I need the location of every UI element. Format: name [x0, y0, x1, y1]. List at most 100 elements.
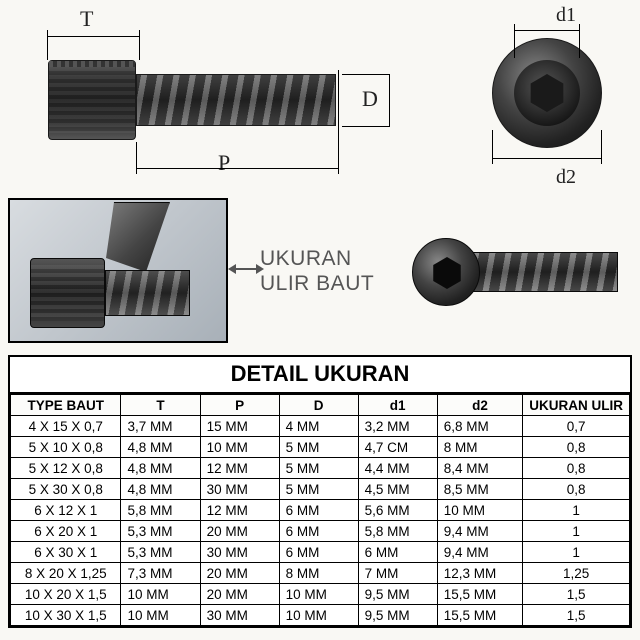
- table-cell: 9,4 MM: [437, 521, 522, 542]
- table-cell: 10 X 20 X 1,5: [11, 584, 121, 605]
- table-cell: 6,8 MM: [437, 416, 522, 437]
- table-row: 10 X 30 X 1,510 MM30 MM10 MM9,5 MM15,5 M…: [11, 605, 630, 626]
- table-cell: 4,8 MM: [121, 437, 200, 458]
- table-cell: 4,8 MM: [121, 479, 200, 500]
- table-cell: 5,8 MM: [358, 521, 437, 542]
- table-cell: 6 X 12 X 1: [11, 500, 121, 521]
- col-p: P: [200, 395, 279, 416]
- double-arrow-icon: [234, 268, 258, 270]
- table-cell: 1,5: [523, 584, 630, 605]
- table-cell: 7 MM: [358, 563, 437, 584]
- table-cell: 1,25: [523, 563, 630, 584]
- table-cell: 8,5 MM: [437, 479, 522, 500]
- table-cell: 20 MM: [200, 521, 279, 542]
- table-cell: 8 X 20 X 1,25: [11, 563, 121, 584]
- table-cell: 12 MM: [200, 458, 279, 479]
- table-cell: 5,3 MM: [121, 542, 200, 563]
- table-cell: 10 MM: [279, 605, 358, 626]
- table-cell: 20 MM: [200, 563, 279, 584]
- table-cell: 9,5 MM: [358, 584, 437, 605]
- table-cell: 4,8 MM: [121, 458, 200, 479]
- table-cell: 10 MM: [279, 584, 358, 605]
- bolt-shaft-threads: [136, 74, 336, 126]
- top-diagram: T P D d1 d2: [8, 8, 632, 188]
- dim-t-tick-l: [47, 30, 48, 60]
- photo-bolt-shaft: [105, 270, 190, 316]
- table-cell: 8 MM: [279, 563, 358, 584]
- dim-d1-tick-l: [514, 24, 515, 58]
- table-cell: 0,8: [523, 479, 630, 500]
- table-cell: 30 MM: [200, 479, 279, 500]
- dim-d-tick: [389, 74, 390, 127]
- dim-d1-tick-r: [579, 24, 580, 58]
- table-cell: 6 X 30 X 1: [11, 542, 121, 563]
- table-cell: 3,7 MM: [121, 416, 200, 437]
- table-cell: 30 MM: [200, 542, 279, 563]
- table-cell: 12,3 MM: [437, 563, 522, 584]
- table-row: 6 X 12 X 15,8 MM12 MM6 MM5,6 MM10 MM1: [11, 500, 630, 521]
- table-cell: 1: [523, 521, 630, 542]
- table-header-row: TYPE BAUT T P D d1 d2 UKURAN ULIR: [11, 395, 630, 416]
- table-row: 8 X 20 X 1,257,3 MM20 MM8 MM7 MM12,3 MM1…: [11, 563, 630, 584]
- table-cell: 4,4 MM: [358, 458, 437, 479]
- table-cell: 6 MM: [279, 521, 358, 542]
- col-type: TYPE BAUT: [11, 395, 121, 416]
- table-cell: 6 MM: [279, 500, 358, 521]
- dim-t-tick-r: [139, 30, 140, 60]
- ukuran-line2: ULIR BAUT: [260, 272, 374, 295]
- table-cell: 5 X 12 X 0,8: [11, 458, 121, 479]
- table-row: 6 X 20 X 15,3 MM20 MM6 MM5,8 MM9,4 MM1: [11, 521, 630, 542]
- table-cell: 0,8: [523, 458, 630, 479]
- table-cell: 5 X 30 X 0,8: [11, 479, 121, 500]
- col-u: UKURAN ULIR: [523, 395, 630, 416]
- table-cell: 10 MM: [121, 584, 200, 605]
- table-cell: 10 MM: [437, 500, 522, 521]
- table-row: 10 X 20 X 1,510 MM20 MM10 MM9,5 MM15,5 M…: [11, 584, 630, 605]
- table-cell: 5 MM: [279, 458, 358, 479]
- ukuran-label: UKURAN ULIR BAUT: [260, 246, 374, 296]
- table-cell: 6 MM: [358, 542, 437, 563]
- middle-section: UKURAN ULIR BAUT: [8, 198, 632, 348]
- table-container: DETAIL UKURAN TYPE BAUT T P D d1 d2 UKUR…: [8, 355, 632, 628]
- table-cell: 9,4 MM: [437, 542, 522, 563]
- table-cell: 5 X 10 X 0,8: [11, 437, 121, 458]
- table-cell: 9,5 MM: [358, 605, 437, 626]
- ukuran-line1: UKURAN: [260, 247, 352, 270]
- dim-p-tick-l: [136, 142, 137, 174]
- sizes-table: TYPE BAUT T P D d1 d2 UKURAN ULIR 4 X 15…: [10, 394, 630, 626]
- dim-d2-line: [492, 158, 602, 159]
- table-cell: 6 MM: [279, 542, 358, 563]
- table-cell: 10 MM: [200, 437, 279, 458]
- table-cell: 7,3 MM: [121, 563, 200, 584]
- table-cell: 1,5: [523, 605, 630, 626]
- table-cell: 4,7 CM: [358, 437, 437, 458]
- table-cell: 0,7: [523, 416, 630, 437]
- table-cell: 0,8: [523, 437, 630, 458]
- table-cell: 5,3 MM: [121, 521, 200, 542]
- table-cell: 20 MM: [200, 584, 279, 605]
- table-row: 5 X 10 X 0,84,8 MM10 MM5 MM4,7 CM8 MM0,8: [11, 437, 630, 458]
- table-cell: 6 X 20 X 1: [11, 521, 121, 542]
- table-cell: 5,8 MM: [121, 500, 200, 521]
- table-cell: 3,2 MM: [358, 416, 437, 437]
- table-cell: 8,4 MM: [437, 458, 522, 479]
- col-d1: d1: [358, 395, 437, 416]
- table-cell: 5 MM: [279, 479, 358, 500]
- col-t: T: [121, 395, 200, 416]
- dim-d2-tick-r: [601, 130, 602, 164]
- table-cell: 4 MM: [279, 416, 358, 437]
- table-cell: 10 X 30 X 1,5: [11, 605, 121, 626]
- bolt-top-view: [492, 38, 602, 148]
- table-cell: 30 MM: [200, 605, 279, 626]
- dim-t-line: [47, 36, 139, 37]
- table-row: 6 X 30 X 15,3 MM30 MM6 MM6 MM9,4 MM1: [11, 542, 630, 563]
- table-body: 4 X 15 X 0,73,7 MM15 MM4 MM3,2 MM6,8 MM0…: [11, 416, 630, 626]
- bolt-head-side: [48, 60, 136, 140]
- dim-d2-tick-l: [492, 130, 493, 164]
- table-cell: 1: [523, 500, 630, 521]
- dim-d-bot: [342, 126, 390, 127]
- dim-p-line: [136, 168, 338, 169]
- table-cell: 4 X 15 X 0,7: [11, 416, 121, 437]
- photo-bolt-head: [30, 258, 105, 328]
- label-p: P: [218, 150, 230, 176]
